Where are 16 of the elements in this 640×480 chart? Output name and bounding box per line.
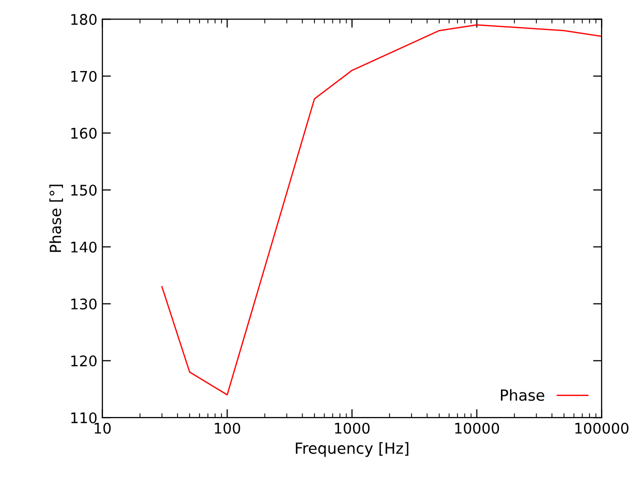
- x-tick-label: 10: [94, 422, 111, 434]
- y-tick-label: 110: [71, 412, 97, 424]
- y-tick-label: 180: [71, 14, 97, 25]
- y-axis-title: Phase [°]: [49, 184, 63, 252]
- y-tick-label: 130: [71, 298, 97, 310]
- y-tick-label: 160: [71, 128, 97, 139]
- y-tick-label: 150: [71, 184, 97, 196]
- y-tick-label: 140: [71, 242, 97, 253]
- x-tick-label: 100: [214, 422, 240, 434]
- x-tick-label: 1000: [335, 422, 370, 434]
- x-tick-label: 100000: [575, 422, 628, 434]
- x-tick-label: 10000: [455, 422, 500, 434]
- y-tick-label: 170: [71, 70, 97, 82]
- legend-label: Phase: [500, 389, 544, 401]
- y-tick-label: 120: [71, 355, 97, 366]
- x-axis-title: Frequency [Hz]: [296, 442, 408, 457]
